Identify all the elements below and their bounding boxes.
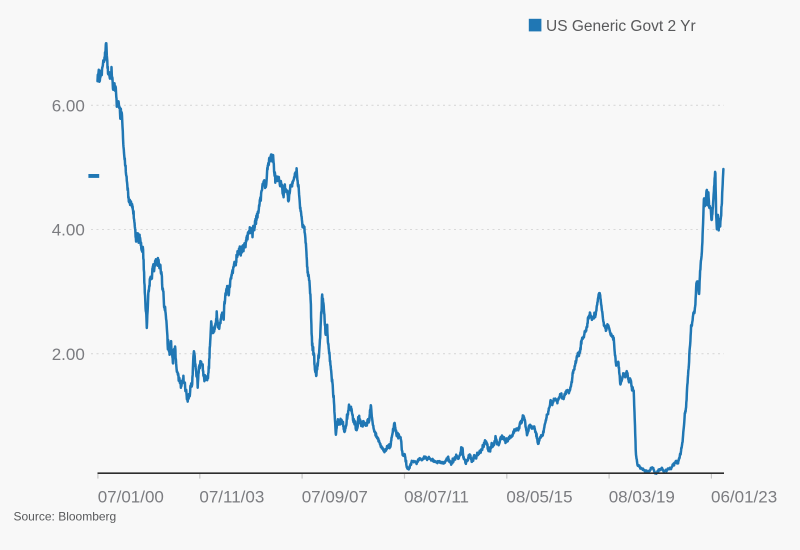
svg-text:2.00: 2.00 — [52, 345, 85, 364]
svg-text:07/01/00: 07/01/00 — [98, 488, 164, 507]
svg-text:08/05/15: 08/05/15 — [506, 488, 572, 507]
svg-text:Source: Bloomberg: Source: Bloomberg — [14, 510, 117, 524]
svg-text:07/09/07: 07/09/07 — [302, 488, 368, 507]
svg-text:07/11/03: 07/11/03 — [199, 488, 264, 507]
svg-text:US Generic Govt 2 Yr: US Generic Govt 2 Yr — [546, 18, 696, 35]
svg-text:4.00: 4.00 — [52, 221, 85, 240]
svg-text:08/07/11: 08/07/11 — [404, 488, 469, 507]
svg-text:6.00: 6.00 — [52, 97, 85, 116]
svg-text:08/03/19: 08/03/19 — [609, 488, 675, 507]
svg-text:06/01/23: 06/01/23 — [711, 488, 777, 507]
